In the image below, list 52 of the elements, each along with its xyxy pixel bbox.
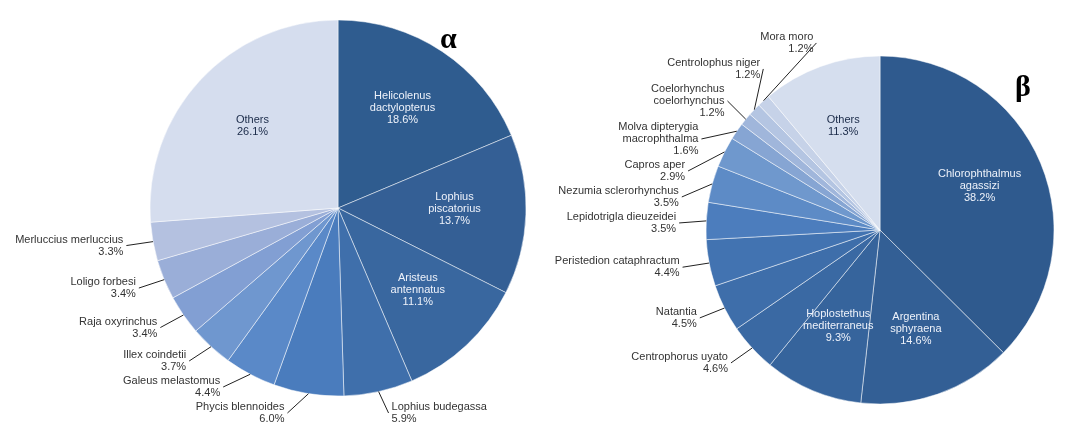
slice-label: Peristedion cataphractum — [554, 254, 680, 267]
chart-title: α — [440, 21, 457, 54]
slice-label: Lophius piscatorius — [428, 190, 482, 215]
data-label: 38.2% — [964, 190, 996, 203]
data-label: 3.7% — [161, 360, 187, 372]
data-label: 9.3% — [825, 331, 852, 344]
data-label: 3.3% — [98, 244, 124, 257]
data-label: 3.5% — [651, 221, 677, 234]
slice-label: Centrophorus uyato — [631, 349, 728, 362]
slice-label: Nezumia sclerorhynchus — [558, 183, 680, 196]
data-label: 26.1% — [236, 124, 269, 137]
slice-label: Molva dipterygia macrophthalma — [618, 119, 700, 144]
data-label: 11.1% — [402, 294, 434, 307]
slice-label: Loligo forbesi — [70, 275, 136, 288]
data-label: 6.0% — [259, 412, 285, 424]
data-label: 11.3% — [828, 124, 859, 137]
slice-label: Mora moro — [760, 29, 814, 42]
slice-label: Centrolophus niger — [667, 55, 761, 68]
slice-label: Galeus melastomus — [122, 374, 221, 386]
data-label: 18.6% — [386, 112, 419, 125]
slice-label: Lophius budegassa — [391, 400, 488, 412]
data-label: 1.2% — [788, 41, 814, 54]
slice-label: Chlorophthalmus agassizi — [938, 166, 1022, 191]
data-label: 1.2% — [699, 105, 725, 118]
data-label: 4.6% — [702, 361, 729, 374]
slice-label: Phycis blennoides — [195, 400, 285, 412]
data-label: 13.7% — [438, 214, 471, 227]
slice-label: Merluccius merluccius — [15, 232, 124, 245]
slice-label: Argentina sphyraena — [890, 309, 943, 334]
slice-label: Hoplostethus mediterraneus — [803, 307, 874, 332]
data-label: 1.6% — [673, 143, 699, 156]
slice-label: Natantia — [655, 304, 698, 317]
data-label: 14.6% — [900, 333, 932, 346]
data-label: 4.4% — [654, 266, 680, 279]
data-label: 4.4% — [195, 386, 221, 398]
data-label: 1.2% — [735, 67, 761, 80]
slice-label: Others — [826, 112, 861, 125]
data-label: 2.9% — [660, 169, 686, 182]
slice-label: Aristeus antennatus — [390, 270, 446, 295]
data-label: 5.9% — [391, 412, 417, 424]
data-label: 3.5% — [653, 195, 680, 208]
data-label: 3.4% — [132, 326, 158, 339]
slice-label: Raja oxyrinchus — [79, 314, 158, 327]
slice-label: Illex coindetii — [123, 348, 187, 360]
slice-label: Coelorhynchus coelorhynchus — [651, 81, 725, 106]
slice-label: Lepidotrigla dieuzeidei — [566, 209, 677, 222]
slice-label: Helicolenus dactylopterus — [369, 88, 436, 113]
slice-label: Capros aper — [624, 157, 686, 170]
slice-label: Others — [236, 112, 270, 125]
text: β — [1015, 69, 1031, 102]
data-label: 4.5% — [671, 316, 698, 329]
data-label: 3.4% — [110, 287, 137, 300]
